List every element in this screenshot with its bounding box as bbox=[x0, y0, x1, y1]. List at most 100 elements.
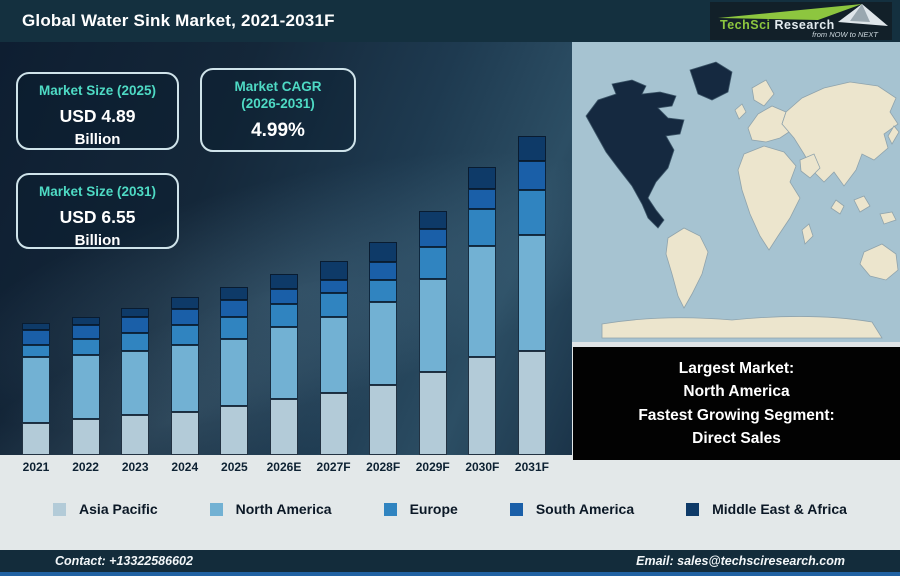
segment-south-america bbox=[269, 289, 298, 304]
legend-label-north-america: North America bbox=[235, 501, 332, 517]
bottom-accent-strip bbox=[0, 572, 900, 576]
x-axis-label-2026E: 2026E bbox=[266, 460, 302, 474]
footer-email: Email: sales@techsciresearch.com bbox=[636, 554, 845, 568]
segment-south-america bbox=[517, 161, 546, 190]
region-greenland bbox=[689, 61, 733, 101]
legend-swatch-north-america bbox=[209, 502, 223, 516]
stat-unit: Billion bbox=[74, 231, 121, 249]
stacked-bar-chart bbox=[22, 42, 546, 455]
segment-asia-pacific bbox=[319, 393, 348, 455]
segment-europe bbox=[121, 333, 150, 351]
segment-asia-pacific bbox=[121, 415, 150, 455]
bar-2021 bbox=[22, 323, 50, 455]
callout-line: North America bbox=[683, 383, 790, 401]
segment-asia-pacific bbox=[22, 423, 50, 455]
stat-label-line2: (2026-2031) bbox=[241, 95, 315, 111]
segment-europe bbox=[319, 293, 348, 317]
segment-south-america bbox=[418, 229, 447, 247]
x-axis-label-2031F: 2031F bbox=[514, 460, 549, 474]
logo-brand-secondary: Research bbox=[774, 18, 835, 32]
segment-asia-pacific bbox=[418, 372, 447, 455]
stat-label: Market CAGR (2026-2031) bbox=[202, 79, 354, 113]
segment-middle-east-africa bbox=[71, 317, 100, 325]
segment-asia-pacific bbox=[369, 385, 398, 455]
segment-north-america bbox=[22, 357, 50, 423]
header-bar: Global Water Sink Market, 2021-2031F Tec… bbox=[0, 0, 900, 42]
stat-label: Market Size (2025) bbox=[38, 83, 157, 98]
chart-legend: Asia Pacific North America Europe South Ame… bbox=[0, 501, 900, 517]
bar-2030F bbox=[468, 167, 497, 455]
callout-line: Fastest Growing Segment: bbox=[638, 406, 835, 424]
segment-europe bbox=[369, 280, 398, 302]
bar-2022 bbox=[71, 317, 100, 455]
bar-2029F bbox=[418, 211, 447, 455]
bar-2023 bbox=[121, 308, 150, 455]
segment-middle-east-africa bbox=[269, 274, 298, 289]
segment-middle-east-africa bbox=[369, 242, 398, 262]
stat-label-line1: Market CAGR bbox=[234, 79, 322, 94]
segment-middle-east-africa bbox=[418, 211, 447, 229]
footer-bar: Contact: +13322586602 Email: sales@techs… bbox=[0, 550, 900, 572]
logo-brand-primary: TechSci bbox=[720, 18, 771, 32]
x-axis-label-2025: 2025 bbox=[221, 460, 248, 474]
bar-2026E bbox=[269, 274, 298, 455]
callout-line: Direct Sales bbox=[692, 429, 781, 447]
logo-wordmark: TechSci Research bbox=[720, 18, 835, 32]
segment-middle-east-africa bbox=[319, 261, 348, 280]
segment-south-america bbox=[71, 325, 100, 339]
legend-item-north-america: North America bbox=[209, 501, 332, 517]
stat-value: USD 6.55 bbox=[59, 206, 136, 227]
segment-middle-east-africa bbox=[220, 287, 249, 300]
segment-north-america bbox=[468, 246, 497, 357]
segment-europe bbox=[71, 339, 100, 355]
segment-europe bbox=[22, 345, 50, 357]
legend-item-europe: Europe bbox=[383, 501, 458, 517]
x-axis-label-2021: 2021 bbox=[22, 460, 50, 474]
x-axis-label-2027F: 2027F bbox=[316, 460, 351, 474]
bar-2024 bbox=[170, 297, 199, 455]
segment-asia-pacific bbox=[220, 406, 249, 455]
legend-label-asia-pacific: Asia Pacific bbox=[79, 501, 158, 517]
stat-box-market-size-2031: Market Size (2031) USD 6.55 Billion bbox=[16, 173, 179, 249]
segment-europe bbox=[170, 325, 199, 345]
x-axis-label-2022: 2022 bbox=[72, 460, 99, 474]
segment-asia-pacific bbox=[468, 357, 497, 455]
continent-africa bbox=[737, 145, 801, 251]
segment-middle-east-africa bbox=[170, 297, 199, 309]
segment-north-america bbox=[170, 345, 199, 412]
segment-north-america bbox=[121, 351, 150, 415]
region-scandinavia bbox=[751, 79, 775, 107]
x-axis-label-2028F: 2028F bbox=[366, 460, 401, 474]
legend-swatch-europe bbox=[383, 502, 397, 516]
segment-europe bbox=[517, 190, 546, 235]
segment-north-america bbox=[220, 339, 249, 406]
legend-item-middle-east-africa: Middle East & Africa bbox=[686, 501, 847, 517]
segment-south-america bbox=[170, 309, 199, 325]
island-borneo bbox=[853, 195, 871, 213]
segment-europe bbox=[418, 247, 447, 279]
island-sumatra bbox=[830, 199, 845, 215]
x-axis-label-2023: 2023 bbox=[121, 460, 149, 474]
island-japan bbox=[887, 125, 900, 145]
bar-2028F bbox=[369, 242, 398, 455]
segment-north-america bbox=[369, 302, 398, 385]
segment-middle-east-africa bbox=[517, 136, 546, 161]
segment-asia-pacific bbox=[269, 399, 298, 455]
segment-north-america bbox=[418, 279, 447, 372]
island-madagascar bbox=[801, 223, 814, 245]
footer-contact: Contact: +13322586602 bbox=[55, 554, 193, 568]
legend-swatch-asia-pacific bbox=[53, 502, 67, 516]
legend-label-south-america: South America bbox=[535, 501, 635, 517]
continent-south-america bbox=[665, 227, 709, 309]
callout-line: Largest Market: bbox=[678, 360, 795, 377]
segment-europe bbox=[220, 317, 249, 339]
segment-north-america bbox=[71, 355, 100, 419]
market-callout-box: Largest Market: North America Fastest Gr… bbox=[573, 347, 900, 460]
stat-label: Market Size (2031) bbox=[38, 184, 157, 199]
legend-label-europe: Europe bbox=[409, 501, 458, 517]
segment-middle-east-africa bbox=[468, 167, 497, 189]
bar-2025 bbox=[220, 287, 249, 455]
bottom-band: 2021 2022 2023 2024 2025 2026E 2027F 2028F 2029F… bbox=[0, 455, 900, 550]
segment-north-america bbox=[269, 327, 298, 399]
